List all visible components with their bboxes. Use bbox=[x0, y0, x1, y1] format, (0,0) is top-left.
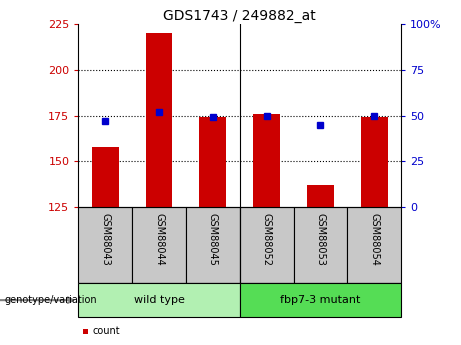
Text: GSM88053: GSM88053 bbox=[315, 213, 325, 266]
Bar bbox=[92, 147, 118, 207]
Text: GSM88052: GSM88052 bbox=[261, 213, 272, 266]
Bar bbox=[240, 283, 401, 317]
Bar bbox=[199, 117, 226, 207]
Text: wild type: wild type bbox=[134, 295, 184, 305]
Bar bbox=[78, 283, 240, 317]
Bar bbox=[253, 114, 280, 207]
Bar bbox=[294, 207, 347, 283]
Bar bbox=[240, 207, 294, 283]
Text: fbp7-3 mutant: fbp7-3 mutant bbox=[280, 295, 361, 305]
Text: GSM88054: GSM88054 bbox=[369, 213, 379, 266]
Bar bbox=[78, 207, 132, 283]
Bar bbox=[132, 207, 186, 283]
Text: GSM88045: GSM88045 bbox=[208, 213, 218, 266]
Text: genotype/variation: genotype/variation bbox=[5, 295, 97, 305]
Bar bbox=[361, 117, 388, 207]
Bar bbox=[186, 207, 240, 283]
Text: GSM88043: GSM88043 bbox=[100, 213, 110, 266]
Bar bbox=[146, 33, 172, 207]
Bar bbox=[307, 185, 334, 207]
Bar bbox=[347, 207, 401, 283]
Text: GSM88044: GSM88044 bbox=[154, 213, 164, 266]
Text: count: count bbox=[93, 326, 120, 336]
Title: GDS1743 / 249882_at: GDS1743 / 249882_at bbox=[163, 9, 316, 23]
